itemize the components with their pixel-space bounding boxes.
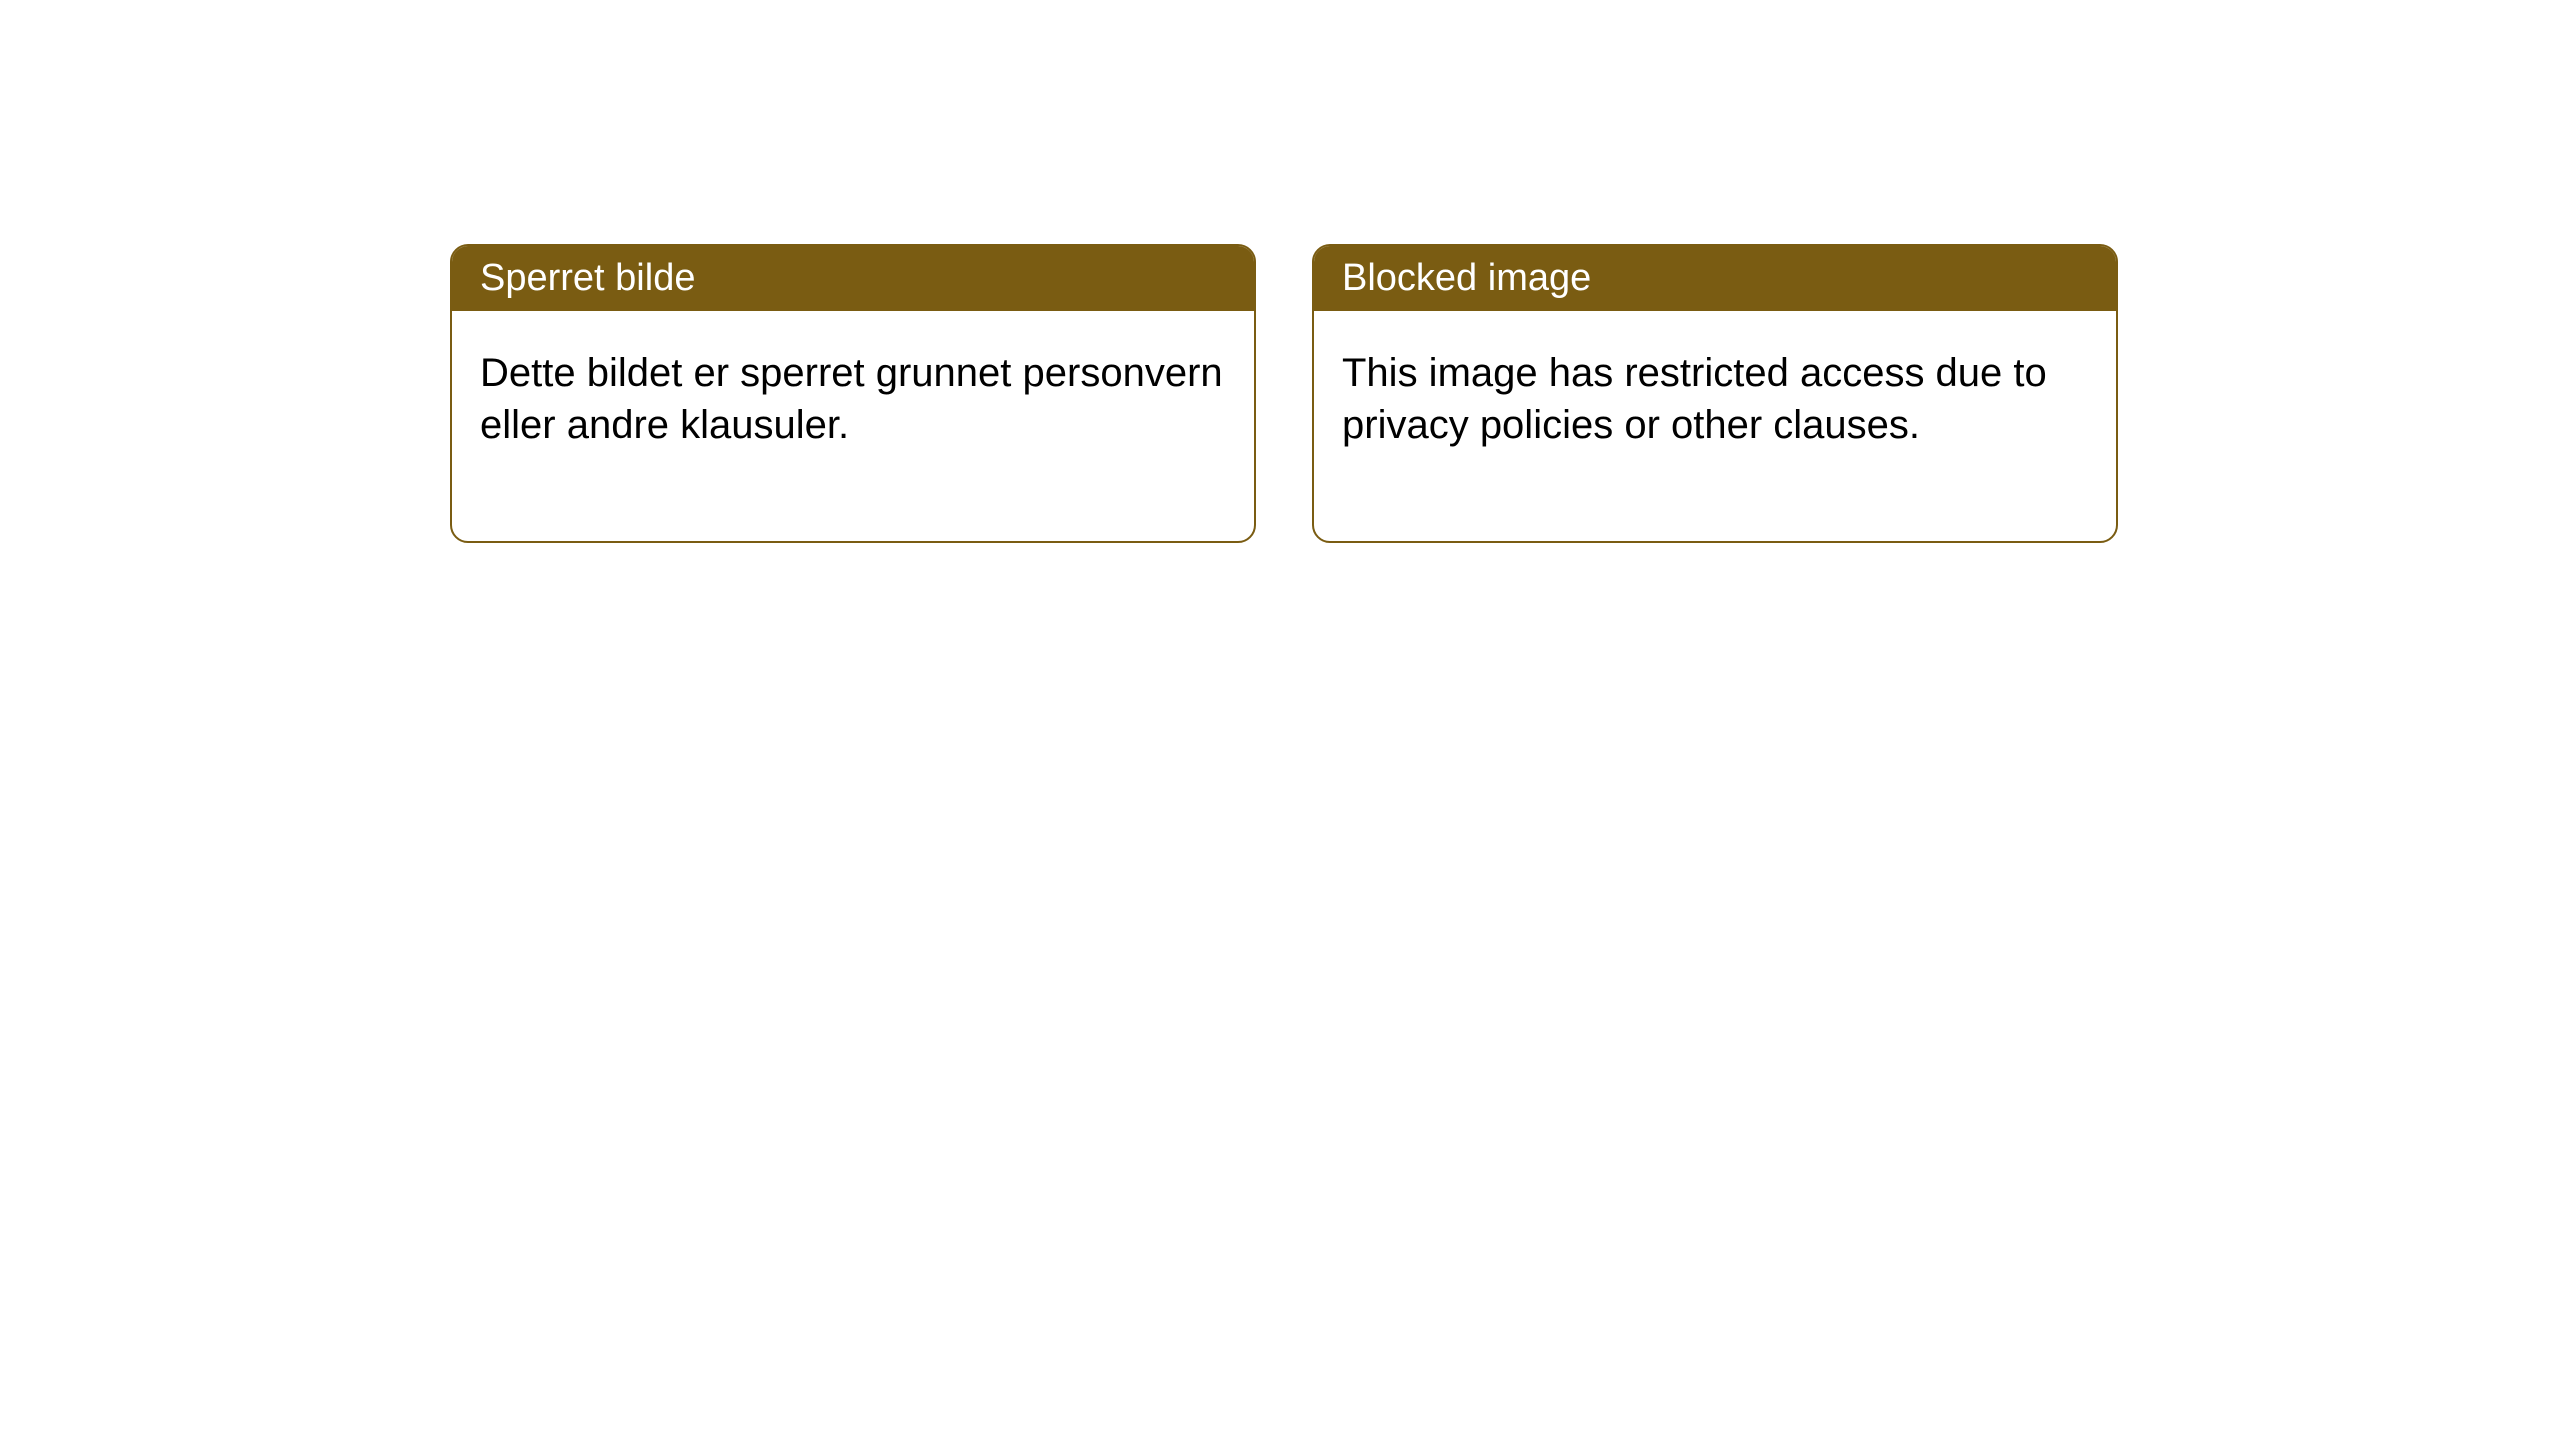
notice-text: Dette bildet er sperret grunnet personve…: [480, 351, 1223, 447]
notice-title: Blocked image: [1342, 257, 1591, 299]
notice-card-norwegian: Sperret bilde Dette bildet er sperret gr…: [450, 244, 1256, 543]
notice-container: Sperret bilde Dette bildet er sperret gr…: [0, 0, 2560, 543]
notice-title: Sperret bilde: [480, 257, 695, 299]
notice-text: This image has restricted access due to …: [1342, 351, 2047, 447]
notice-body: This image has restricted access due to …: [1314, 311, 2116, 541]
notice-header: Sperret bilde: [452, 246, 1254, 311]
notice-header: Blocked image: [1314, 246, 2116, 311]
notice-card-english: Blocked image This image has restricted …: [1312, 244, 2118, 543]
notice-body: Dette bildet er sperret grunnet personve…: [452, 311, 1254, 541]
